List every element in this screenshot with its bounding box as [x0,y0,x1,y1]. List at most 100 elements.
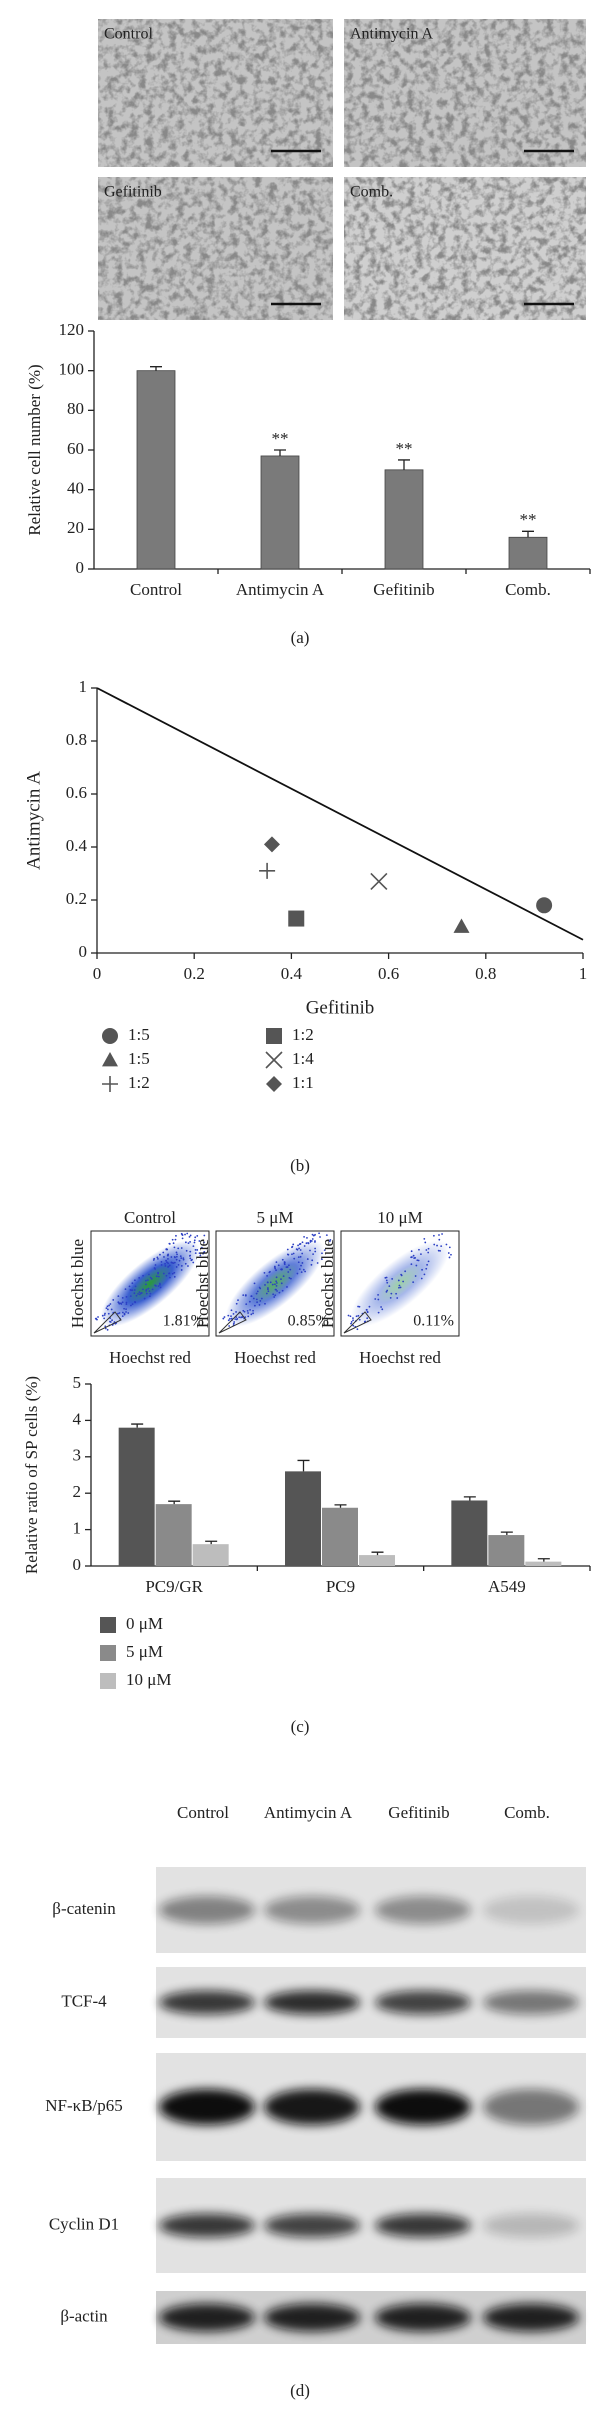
flow-event [302,1268,305,1271]
flow-event [142,1274,144,1277]
flow-event [427,1260,430,1263]
flow-event [168,1272,171,1275]
flow-event [414,1275,417,1277]
flow-event [164,1262,166,1265]
flow-event [202,1252,204,1255]
flow-event [187,1242,190,1245]
flow-event [182,1257,185,1260]
x-tick-label: PC9/GR [145,1577,203,1596]
x-tick-label: 0.6 [378,964,399,983]
flow-xlabel: Hoechst red [359,1348,441,1367]
x-axis-label: Gefitinib [306,997,375,1018]
flow-event [230,1309,233,1312]
flow-event [366,1317,369,1320]
flow-event [321,1258,323,1261]
flow-event [267,1287,269,1289]
flow-event [314,1250,317,1253]
flow-event [285,1266,288,1269]
flow-event [306,1258,309,1260]
flow-event [180,1257,183,1260]
blot-band [483,2089,579,2125]
flow-event [438,1238,441,1241]
flow-event [445,1243,448,1246]
flow-event [182,1258,185,1261]
bar [118,1427,155,1566]
flow-event [252,1297,255,1300]
flow-event [177,1247,180,1250]
flow-event [180,1232,183,1235]
micrograph-label: Gefitinib [104,184,162,201]
flow-event [131,1282,134,1285]
flow-event [157,1257,159,1260]
flow-event [149,1276,152,1279]
flow-event [101,1314,104,1317]
y-tick-label: 100 [59,360,85,379]
bar [451,1500,488,1566]
flow-event [433,1243,436,1246]
flow-event [97,1316,99,1318]
flow-event [298,1268,301,1271]
flow-event [303,1245,306,1247]
flow-event [106,1308,109,1311]
flow-event [184,1233,186,1236]
flow-event [350,1322,352,1325]
flow-event [355,1315,358,1318]
flow-event [162,1272,165,1275]
flow-event [192,1261,195,1264]
flow-event [128,1285,131,1288]
flow-event [388,1285,391,1288]
blot-band [264,2213,360,2238]
flow-event [386,1281,389,1284]
flow-event [110,1308,113,1311]
flow-event [416,1259,419,1262]
flow-event [189,1257,192,1260]
sp-gate [218,1311,247,1334]
y-tick-label: 80 [67,399,84,418]
bar [155,1504,192,1566]
bar [192,1544,229,1566]
flow-event [321,1252,323,1255]
flow-event [133,1279,136,1282]
flow-event [153,1267,156,1269]
flow-event [389,1297,392,1299]
flow-event [117,1312,119,1315]
blot-band [483,1896,579,1924]
flow-event [311,1233,314,1236]
flow-event [268,1271,271,1274]
flow-event [246,1309,249,1312]
blot-band [483,2213,579,2238]
flow-event [280,1268,283,1271]
flow-event [368,1305,371,1308]
flow-event [441,1233,443,1235]
flow-event [410,1250,413,1253]
flow-event [281,1289,284,1292]
flow-event [291,1246,293,1249]
marker [370,872,388,891]
bar [285,1471,321,1566]
blot-band [375,1990,471,2015]
marker [536,897,553,914]
micrograph-texture [98,19,333,167]
flow-event [227,1314,230,1317]
flow-event [121,1311,124,1314]
flow-event [179,1255,182,1258]
flow-event [180,1265,183,1267]
blot-band [375,1896,471,1924]
flow-event [281,1258,284,1261]
blot-band [159,1896,255,1924]
flow-event [264,1302,266,1305]
flow-event [118,1312,121,1314]
flow-event [273,1296,276,1298]
bar [384,469,424,570]
error-bar [522,530,534,538]
flow-event [135,1294,138,1297]
flow-event [199,1254,202,1257]
flow-event [149,1292,152,1295]
blots: Control Antimycin A Gefitinib Comb. β-cateni… [45,1803,586,2344]
flow-event [196,1235,199,1237]
y-tick-label: 1 [79,677,88,696]
flow-event [162,1251,165,1254]
flow-event [352,1324,355,1327]
flow-event [171,1272,174,1275]
marker [259,862,276,879]
